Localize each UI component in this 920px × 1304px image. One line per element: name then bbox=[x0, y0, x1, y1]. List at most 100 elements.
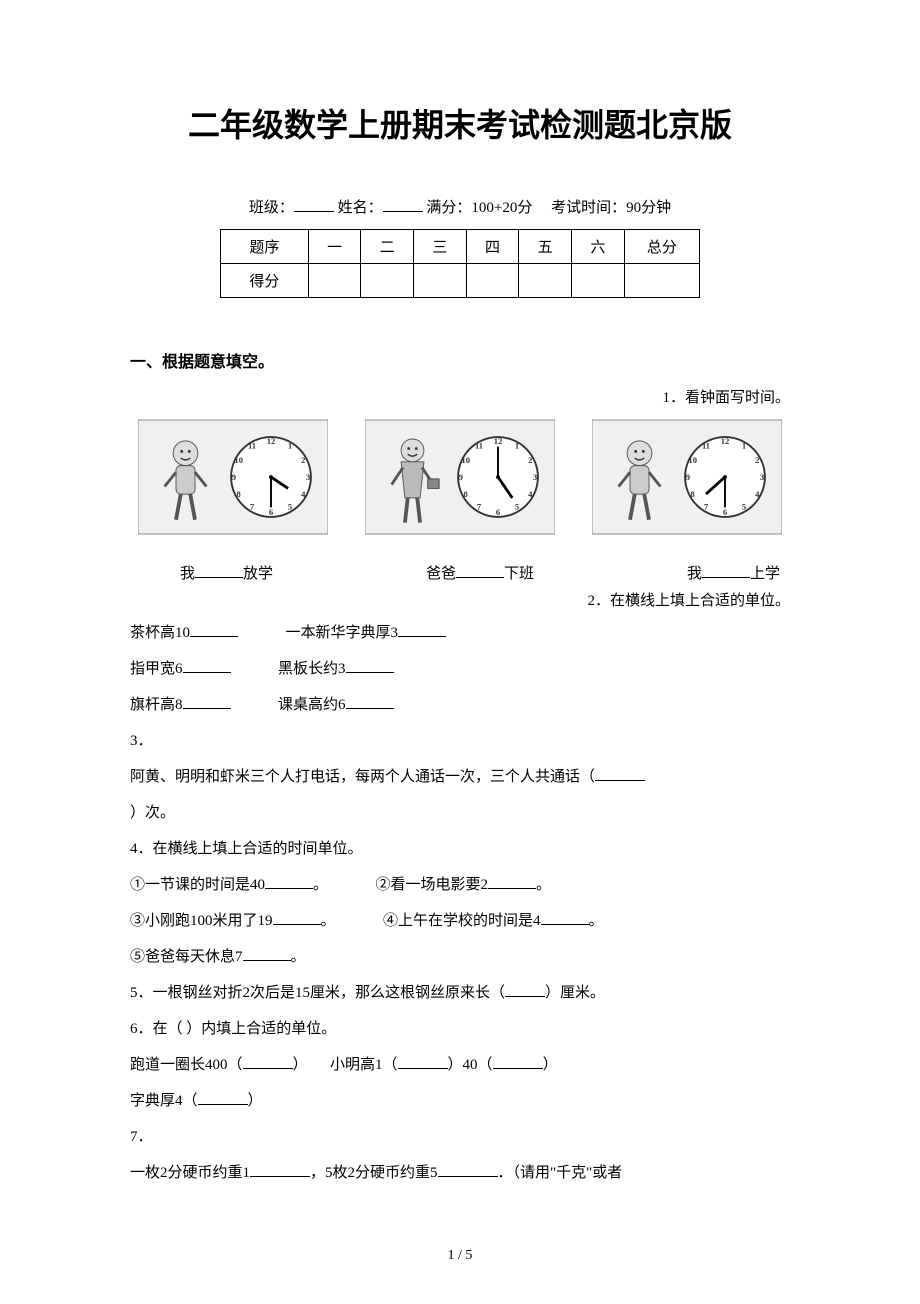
col-head: 总分 bbox=[624, 230, 699, 264]
blank bbox=[398, 622, 446, 637]
text: 旗杆高8 bbox=[130, 697, 183, 713]
blank bbox=[398, 1068, 448, 1069]
q2-line3: 旗杆高8 课桌高约6 bbox=[130, 690, 790, 720]
text: ） bbox=[543, 1057, 558, 1073]
svg-text:12: 12 bbox=[720, 436, 729, 446]
page-title: 二年级数学上册期末考试检测题北京版 bbox=[130, 100, 790, 146]
svg-text:1: 1 bbox=[742, 441, 746, 451]
col-head: 五 bbox=[519, 230, 572, 264]
svg-text:6: 6 bbox=[723, 507, 728, 517]
text: ）40（ bbox=[448, 1057, 493, 1073]
blank bbox=[183, 658, 231, 673]
q1-label: 1．看钟面写时间。 bbox=[130, 386, 790, 407]
blank bbox=[265, 874, 313, 889]
svg-text:4: 4 bbox=[755, 489, 760, 499]
svg-text:4: 4 bbox=[528, 489, 533, 499]
svg-text:12: 12 bbox=[267, 436, 276, 446]
svg-text:11: 11 bbox=[702, 441, 710, 451]
svg-text:7: 7 bbox=[250, 501, 255, 511]
svg-text:9: 9 bbox=[232, 472, 236, 482]
text: 跑道一圈长400（ bbox=[130, 1057, 243, 1073]
blank bbox=[493, 1068, 543, 1069]
cap-prefix: 我 bbox=[687, 562, 702, 583]
time-label: 考试时间：90分钟 bbox=[551, 200, 671, 216]
svg-text:3: 3 bbox=[306, 472, 310, 482]
text: ） bbox=[293, 1057, 308, 1073]
caption-3: 我 上学 bbox=[687, 562, 780, 583]
period: 。 bbox=[313, 877, 328, 893]
text: ）厘米。 bbox=[545, 985, 605, 1001]
clock-item: 1212 345 678 91011 bbox=[357, 417, 564, 542]
period: 。 bbox=[536, 877, 551, 893]
clock-item: 1212 345 678 91011 bbox=[130, 417, 337, 542]
score-table: 题序 一 二 三 四 五 六 总分 得分 bbox=[220, 229, 700, 298]
q6-line2: 字典厚4（ ） bbox=[130, 1086, 790, 1116]
text: 课桌高约6 bbox=[278, 697, 346, 713]
svg-text:8: 8 bbox=[690, 489, 694, 499]
blank bbox=[198, 1104, 248, 1105]
svg-text:6: 6 bbox=[496, 507, 501, 517]
exam-info: 班级： 姓名： 满分：100+20分 考试时间：90分钟 bbox=[130, 196, 790, 217]
svg-text:5: 5 bbox=[742, 501, 746, 511]
row-label: 得分 bbox=[221, 264, 309, 298]
score-cell bbox=[466, 264, 519, 298]
text: ） bbox=[248, 1093, 263, 1109]
svg-text:8: 8 bbox=[464, 489, 468, 499]
period: 。 bbox=[291, 949, 306, 965]
clock-item: 1212 345 678 91011 bbox=[583, 417, 790, 542]
section-header: 一、根据题意填空。 bbox=[130, 348, 790, 372]
blank bbox=[243, 1068, 293, 1069]
text: 一本新华字典厚3 bbox=[286, 625, 399, 641]
svg-text:5: 5 bbox=[288, 501, 292, 511]
score-cell bbox=[414, 264, 467, 298]
svg-text:11: 11 bbox=[475, 441, 483, 451]
text: 指甲宽6 bbox=[130, 661, 183, 677]
svg-text:2: 2 bbox=[755, 455, 759, 465]
blank bbox=[346, 658, 394, 673]
text: ②看一场电影要2 bbox=[376, 877, 489, 893]
svg-text:7: 7 bbox=[704, 501, 709, 511]
text: ①一节课的时间是40 bbox=[130, 877, 265, 893]
blank bbox=[195, 563, 243, 578]
q7-num: 7． bbox=[130, 1122, 790, 1152]
svg-text:12: 12 bbox=[494, 436, 503, 446]
score-cell bbox=[308, 264, 361, 298]
cap-suffix: 下班 bbox=[504, 562, 534, 583]
svg-text:8: 8 bbox=[237, 489, 241, 499]
text: 阿黄、明明和虾米三个人打电话，每两个人通话一次，三个人共通话（ bbox=[130, 769, 595, 785]
q6-label: 6．在（ ）内填上合适的单位。 bbox=[130, 1014, 790, 1044]
text: ③小刚跑100米用了19 bbox=[130, 913, 273, 929]
page-number: 1 / 5 bbox=[130, 1248, 790, 1264]
blank bbox=[456, 563, 504, 578]
table-row: 得分 bbox=[221, 264, 700, 298]
q2-line1: 茶杯高10 一本新华字典厚3 bbox=[130, 618, 790, 648]
q2-label: 2．在横线上填上合适的单位。 bbox=[130, 589, 790, 610]
cap-suffix: 放学 bbox=[243, 562, 273, 583]
text: 茶杯高10 bbox=[130, 625, 190, 641]
svg-text:11: 11 bbox=[248, 441, 256, 451]
svg-text:6: 6 bbox=[269, 507, 274, 517]
blank bbox=[250, 1162, 310, 1177]
blank bbox=[438, 1162, 498, 1177]
caption-1: 我放学 bbox=[180, 562, 273, 583]
clock-row: 1212 345 678 91011 1212 bbox=[130, 417, 790, 542]
clock-figure-1: 1212 345 678 91011 bbox=[138, 417, 328, 537]
text: 小明高1（ bbox=[330, 1057, 398, 1073]
clock-figure-2: 1212 345 678 91011 bbox=[365, 417, 555, 537]
text: 字典厚4（ bbox=[130, 1093, 198, 1109]
blank bbox=[243, 946, 291, 961]
col-head: 三 bbox=[414, 230, 467, 264]
cap-suffix: 上学 bbox=[750, 562, 780, 583]
col-head: 二 bbox=[361, 230, 414, 264]
class-blank bbox=[294, 211, 334, 212]
score-cell bbox=[519, 264, 572, 298]
svg-text:1: 1 bbox=[515, 441, 519, 451]
text: ④上午在学校的时间是4 bbox=[383, 913, 541, 929]
q3-text2: ）次。 bbox=[130, 798, 790, 828]
svg-text:2: 2 bbox=[528, 455, 532, 465]
score-cell bbox=[572, 264, 625, 298]
period: 。 bbox=[321, 913, 336, 929]
text: 5．一根钢丝对折2次后是15厘米，那么这根钢丝原来长（ bbox=[130, 985, 505, 1001]
blank bbox=[541, 910, 589, 925]
clock-figure-3: 1212 345 678 91011 bbox=[592, 417, 782, 537]
